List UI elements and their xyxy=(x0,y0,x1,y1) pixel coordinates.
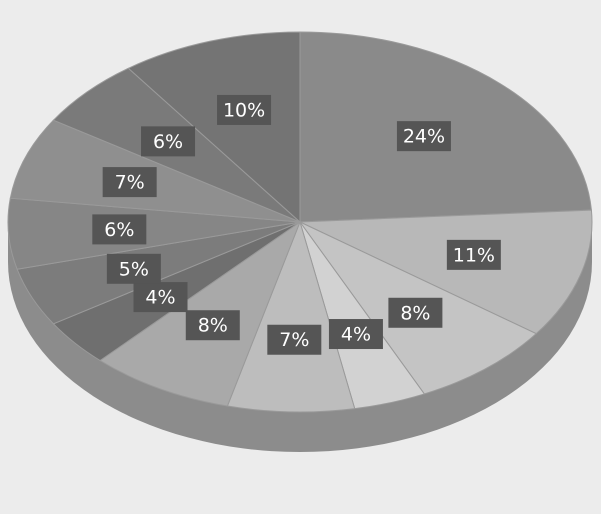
label-box xyxy=(141,126,196,157)
data-label: 6% xyxy=(153,131,183,153)
label-box xyxy=(267,324,322,355)
label-box xyxy=(133,282,188,313)
data-label: 11% xyxy=(453,244,495,266)
data-label: 4% xyxy=(145,287,175,309)
data-label: 7% xyxy=(115,172,145,194)
label-box xyxy=(328,319,383,350)
pie-slice xyxy=(127,31,301,224)
data-label: 4% xyxy=(341,324,371,346)
data-label: 5% xyxy=(119,258,149,280)
label-box xyxy=(92,214,147,245)
data-label: 10% xyxy=(223,99,265,121)
pie-slice xyxy=(226,220,356,413)
label-box xyxy=(217,94,272,125)
data-label: 8% xyxy=(198,315,228,337)
label-box xyxy=(446,239,501,270)
data-label: 24% xyxy=(403,126,445,148)
data-label: 7% xyxy=(279,329,309,351)
label-box xyxy=(102,167,157,198)
label-box xyxy=(106,253,161,284)
data-label: 8% xyxy=(400,302,430,324)
pie-slice xyxy=(299,209,593,335)
label-box xyxy=(396,121,451,152)
label-box xyxy=(388,297,443,328)
data-label: 6% xyxy=(104,219,134,241)
label-box xyxy=(185,310,240,341)
